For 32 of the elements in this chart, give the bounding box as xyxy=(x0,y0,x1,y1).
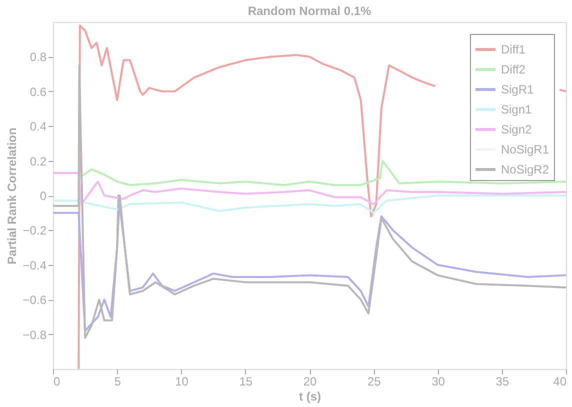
legend-label: NoSigR1 xyxy=(501,142,550,156)
y-tick-label: −0.2 xyxy=(22,224,47,238)
line-series xyxy=(52,194,567,214)
x-axis-title: t (s) xyxy=(299,390,321,404)
y-axis-title: Partial Rank Correlation xyxy=(4,128,19,264)
x-tick-label: 10 xyxy=(175,374,189,388)
legend-label: Diff2 xyxy=(501,62,526,76)
y-tick-label: −0.4 xyxy=(22,258,47,272)
legend-label: Sign2 xyxy=(501,122,532,136)
y-tick-label: −0.8 xyxy=(22,328,47,342)
x-tick-label: 40 xyxy=(553,374,567,388)
x-tick-label: 35 xyxy=(496,374,510,388)
legend-label: Sign1 xyxy=(501,102,532,116)
legend-label: Diff1 xyxy=(501,42,526,56)
x-tick-label: 5 xyxy=(114,374,122,388)
y-tick-label: 0.4 xyxy=(30,120,47,134)
y-tick-label: 0.6 xyxy=(30,84,47,99)
y-tick-label: −0.6 xyxy=(22,293,47,308)
y-tick-label: 0 xyxy=(40,189,47,203)
x-tick-label: 0 xyxy=(54,374,60,388)
line-series xyxy=(78,160,567,186)
x-tick-label: 20 xyxy=(303,374,317,388)
line-series xyxy=(52,64,567,339)
y-tick-label: 0.2 xyxy=(30,154,47,168)
x-tick-label: 25 xyxy=(367,374,382,388)
line-series xyxy=(52,194,567,332)
x-tick-label: 30 xyxy=(432,374,446,388)
y-tick-label: 0.8 xyxy=(30,50,47,64)
legend-label: SigR1 xyxy=(501,82,534,96)
legend-label: NoSigR2 xyxy=(501,162,550,176)
chart-title: Random Normal 0.1% xyxy=(248,4,372,18)
x-tick-label: 15 xyxy=(239,374,253,388)
